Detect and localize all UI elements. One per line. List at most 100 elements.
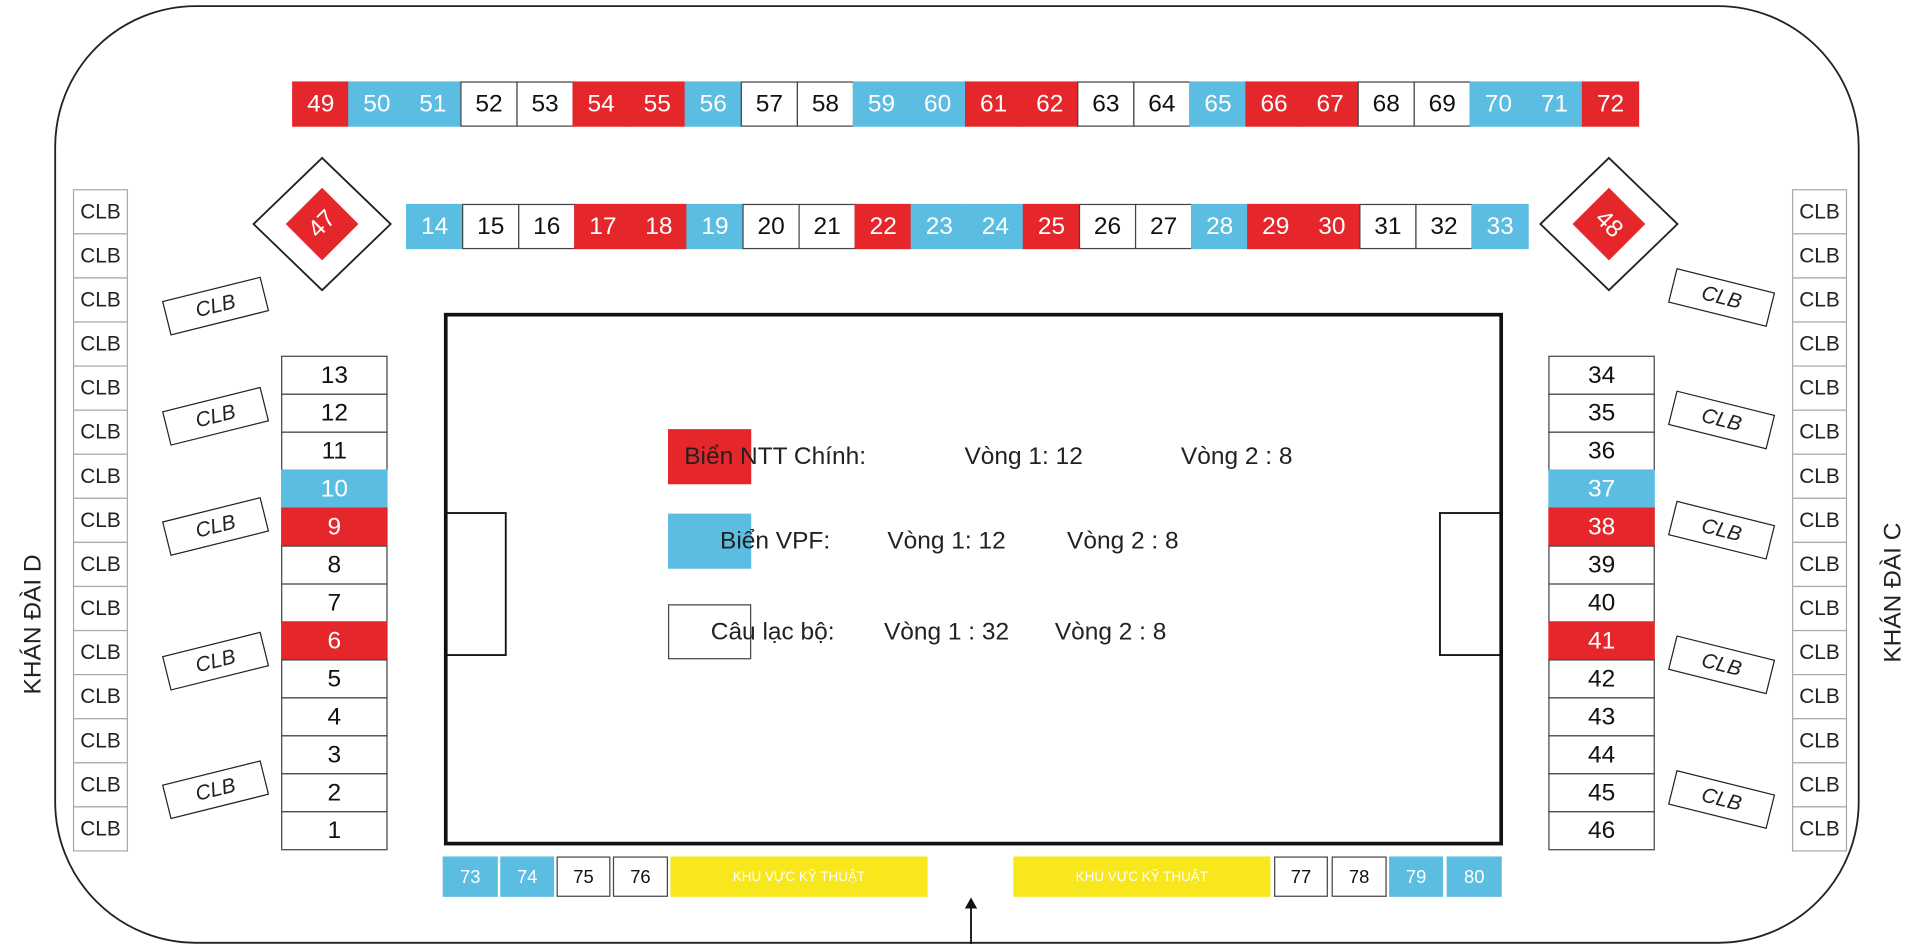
board-number: 58 xyxy=(812,91,839,118)
board xyxy=(1548,469,1655,509)
clb-board xyxy=(1791,277,1848,323)
board-number: 21 xyxy=(814,213,841,240)
board xyxy=(1331,856,1387,897)
board xyxy=(1413,81,1471,127)
clb-label: CLB xyxy=(80,553,120,576)
legend-swatch xyxy=(667,429,752,485)
board-number: 24 xyxy=(982,213,1009,240)
board xyxy=(281,735,388,775)
board-number: 78 xyxy=(1349,866,1369,887)
board-number: 76 xyxy=(630,866,650,887)
board-number: 71 xyxy=(1541,91,1568,118)
stand-label: KHÁN ĐÀI C xyxy=(1879,523,1906,663)
board xyxy=(1446,856,1502,897)
board xyxy=(1013,856,1271,897)
board xyxy=(572,81,630,127)
board-number: 59 xyxy=(868,91,895,118)
board xyxy=(281,545,388,585)
clb-label: CLB xyxy=(1799,729,1839,752)
board-number: 56 xyxy=(700,91,727,118)
board-number: 72 xyxy=(1597,91,1624,118)
board xyxy=(1548,583,1655,623)
clb-label: CLB xyxy=(80,333,120,356)
board xyxy=(281,583,388,623)
board-number: 25 xyxy=(1038,213,1065,240)
board xyxy=(1525,81,1584,127)
stadium-outline xyxy=(54,5,1860,944)
clb-board xyxy=(72,453,129,499)
board-number: 57 xyxy=(756,91,783,118)
board-number: 46 xyxy=(1588,817,1615,844)
clb-label: CLB xyxy=(1799,377,1839,400)
clb-label: CLB xyxy=(80,377,120,400)
board-number: 3 xyxy=(328,741,342,768)
goal-area xyxy=(444,512,507,656)
board xyxy=(1548,659,1655,699)
board-number: 2 xyxy=(328,779,342,806)
board-number: 5 xyxy=(328,665,342,692)
clb-board xyxy=(72,762,129,808)
pitch xyxy=(443,312,1504,846)
board xyxy=(1548,393,1655,433)
board xyxy=(1133,81,1191,127)
board xyxy=(281,431,388,471)
board-number: 41 xyxy=(1588,627,1615,654)
board xyxy=(1548,355,1655,395)
board xyxy=(1548,773,1655,813)
clb-label: CLB xyxy=(80,817,120,840)
board-number: 64 xyxy=(1148,91,1175,118)
clb-label: CLB xyxy=(80,244,120,267)
board xyxy=(405,203,464,250)
board-number: 1 xyxy=(328,817,342,844)
board-number: 79 xyxy=(1406,866,1426,887)
clb-board xyxy=(1667,635,1776,695)
clb-board xyxy=(1791,541,1848,588)
board-number: 11 xyxy=(322,438,347,465)
clb-label: CLB xyxy=(80,773,120,796)
board-number: 37 xyxy=(1588,476,1615,503)
board-number: 42 xyxy=(1588,665,1615,692)
board-number: 43 xyxy=(1588,703,1615,730)
board xyxy=(798,203,856,250)
board-number: 27 xyxy=(1150,213,1177,240)
clb-board xyxy=(161,496,270,557)
board xyxy=(1357,81,1415,127)
clb-label: CLB xyxy=(1799,509,1839,532)
board-number: 20 xyxy=(757,213,784,240)
clb-board xyxy=(1791,233,1848,279)
clb-board xyxy=(72,497,129,544)
clb-board xyxy=(72,409,129,455)
board-number: 75 xyxy=(573,866,593,887)
board xyxy=(1548,507,1655,547)
goal-area xyxy=(1439,512,1503,656)
board xyxy=(965,81,1023,127)
board-number: 69 xyxy=(1429,91,1456,118)
clb-board xyxy=(1791,365,1848,411)
board xyxy=(292,81,350,127)
legend-round: Vòng 1: 12 xyxy=(887,528,1005,555)
board xyxy=(574,203,632,250)
clb-board xyxy=(1667,500,1776,560)
board xyxy=(460,81,518,127)
board xyxy=(1189,81,1247,127)
clb-label: CLB xyxy=(80,421,120,444)
board-number: 74 xyxy=(517,866,537,887)
board xyxy=(281,393,388,433)
board xyxy=(1415,203,1473,250)
board xyxy=(281,811,388,851)
entrance-arrow-head xyxy=(964,897,978,909)
clb-label: CLB xyxy=(1799,597,1839,620)
board-number: 39 xyxy=(1588,552,1615,579)
board xyxy=(742,203,800,250)
legend-swatch xyxy=(667,604,752,660)
board xyxy=(281,773,388,813)
board-number: 53 xyxy=(531,91,558,118)
clb-board xyxy=(72,674,129,720)
board xyxy=(1247,203,1305,250)
board-number: 77 xyxy=(1291,866,1311,887)
board-number: 16 xyxy=(533,213,560,240)
clb-board xyxy=(161,386,270,446)
board-number: 17 xyxy=(589,213,616,240)
clb-label: CLB xyxy=(80,597,120,620)
